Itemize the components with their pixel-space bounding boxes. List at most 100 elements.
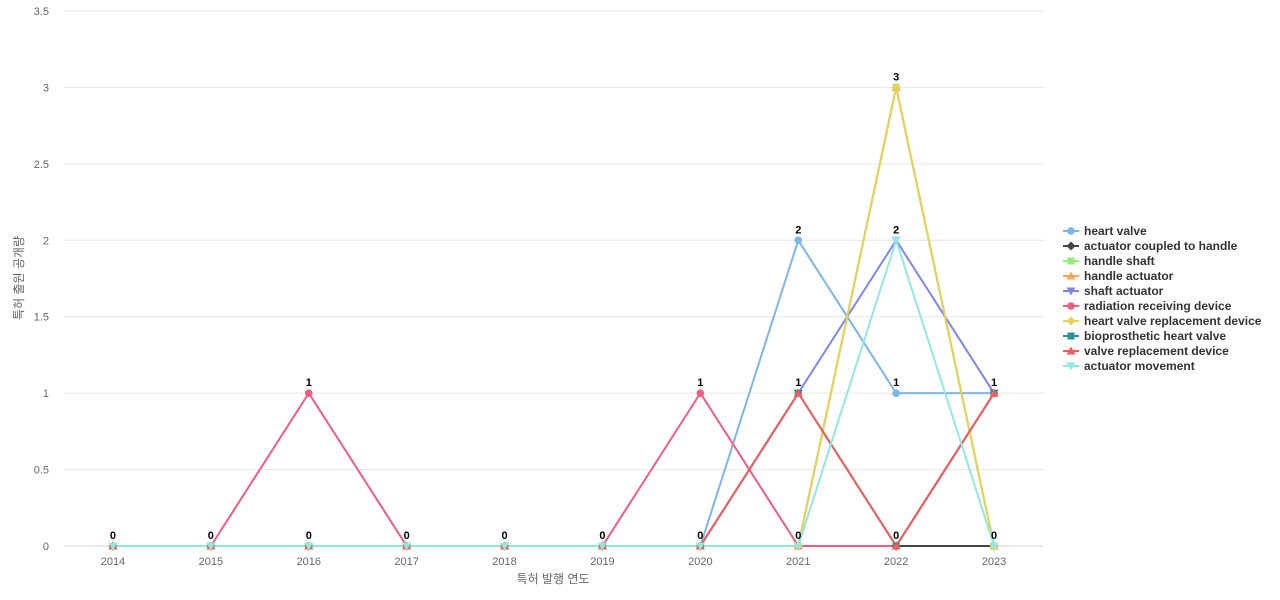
series-9-point[interactable] (304, 542, 314, 551)
series-line-9[interactable] (111, 239, 996, 547)
y-tick-label: 0.5 (34, 465, 49, 477)
series-9-point[interactable] (695, 542, 705, 551)
legend-symbol (1063, 257, 1079, 264)
y-tick-label: 3.5 (34, 6, 49, 18)
data-label: 0 (893, 530, 899, 542)
series-markers (108, 82, 999, 551)
series-6-point[interactable] (891, 82, 901, 92)
legend-label: heart valve (1084, 223, 1147, 238)
y-tick-label: 1.5 (34, 312, 49, 324)
legend: heart valve actuator coupled to handle han… (1062, 223, 1261, 373)
legend-symbol (1063, 332, 1079, 339)
y-tick-label: 2 (43, 235, 49, 247)
legend-item[interactable]: actuator movement (1062, 358, 1261, 373)
legend-item[interactable]: radiation receiving device (1062, 298, 1261, 313)
legend-marker (1067, 257, 1075, 264)
series-9-point[interactable] (597, 542, 607, 551)
data-label: 2 (795, 224, 801, 236)
series-5-point[interactable] (304, 389, 313, 397)
data-label: 0 (697, 530, 703, 542)
legend-item[interactable]: bioprosthetic heart valve (1062, 328, 1261, 343)
legend-item[interactable]: actuator coupled to handle (1062, 238, 1261, 253)
legend-marker (1066, 271, 1076, 279)
legend-marker (1067, 226, 1075, 235)
data-label: 2 (893, 224, 899, 236)
legend-label: actuator coupled to handle (1084, 238, 1238, 253)
legend-marker (1066, 316, 1076, 325)
series-9-point[interactable] (793, 542, 803, 551)
series-8-point[interactable] (989, 388, 999, 397)
data-label: 3 (893, 71, 899, 83)
data-labels: 0 0 1 0 0 0 0 1 0 2 1 0 3 2 1 0 1 0 (110, 71, 997, 542)
x-tick-label: 2016 (297, 556, 321, 568)
y-tick-label: 2.5 (34, 159, 49, 171)
y-tick-label: 1 (43, 388, 49, 400)
legend-item[interactable]: handle actuator (1062, 268, 1261, 283)
data-label: 0 (208, 530, 214, 542)
y-axis-title: 특허 출원 공개량 (12, 236, 26, 320)
x-tick-label: 2018 (492, 556, 516, 568)
data-label: 0 (110, 530, 116, 542)
x-tick-label: 2017 (394, 556, 418, 568)
series-9-point[interactable] (402, 542, 412, 551)
legend-item[interactable]: heart valve replacement device (1062, 313, 1261, 328)
legend-marker (1067, 332, 1075, 339)
gridlines (64, 10, 1043, 547)
data-label: 1 (697, 377, 703, 389)
y-tick-label: 0 (43, 541, 49, 553)
series-8-point[interactable] (891, 541, 901, 550)
series-0-point[interactable] (892, 389, 900, 397)
data-label: 0 (795, 530, 801, 542)
legend-symbol (1063, 301, 1079, 310)
legend-label: bioprosthetic heart valve (1084, 328, 1227, 343)
legend-marker (1066, 346, 1076, 354)
y-axis-ticks: 0 0.5 1 1.5 2 2.5 3 3.5 (34, 6, 49, 553)
series-9-point[interactable] (989, 542, 999, 551)
y-tick-label: 3 (43, 82, 49, 94)
legend-item[interactable]: valve replacement device (1062, 343, 1261, 358)
series-lines (111, 86, 996, 547)
legend-symbol (1063, 287, 1079, 295)
legend-marker (1067, 301, 1075, 310)
series-0-point[interactable] (794, 236, 803, 245)
x-tick-label: 2020 (688, 556, 712, 568)
x-axis-title: 특허 발행 연도 (517, 571, 590, 586)
legend-label: valve replacement device (1084, 343, 1229, 358)
legend-label: radiation receiving device (1084, 298, 1232, 313)
legend-symbol (1063, 241, 1079, 250)
x-tick-label: 2019 (590, 556, 614, 568)
legend-symbol (1063, 316, 1079, 325)
data-label: 0 (501, 530, 507, 542)
legend-label: heart valve replacement device (1084, 313, 1262, 328)
legend-marker (1066, 241, 1076, 250)
legend-symbol (1063, 271, 1079, 279)
data-label: 1 (795, 377, 801, 389)
x-tick-label: 2014 (101, 556, 125, 568)
x-tick-label: 2022 (884, 556, 908, 568)
legend-item[interactable]: handle shaft (1062, 253, 1261, 268)
x-axis-ticks: 2014 2015 2016 2017 2018 2019 2020 2021 2022 2023 (101, 546, 1006, 568)
legend-label: actuator movement (1084, 358, 1195, 373)
legend-marker (1066, 362, 1076, 370)
series-8-point[interactable] (793, 388, 803, 397)
series-9-point[interactable] (891, 236, 901, 245)
series-5-point[interactable] (696, 389, 705, 397)
legend-marker (1066, 287, 1076, 295)
data-label: 0 (991, 530, 997, 542)
x-tick-label: 2023 (982, 556, 1006, 568)
series-9-point[interactable] (206, 542, 216, 551)
data-label: 0 (599, 530, 605, 542)
legend-item[interactable]: heart valve (1062, 223, 1261, 238)
data-label: 1 (306, 377, 312, 389)
legend-symbol (1063, 346, 1079, 354)
x-tick-label: 2015 (199, 556, 223, 568)
series-9-point[interactable] (108, 542, 118, 551)
data-label: 1 (991, 377, 997, 389)
legend-item[interactable]: shaft actuator (1062, 283, 1261, 298)
series-9-point[interactable] (500, 542, 510, 551)
legend-label: handle shaft (1084, 253, 1155, 268)
data-label: 1 (893, 377, 899, 389)
legend-label: handle actuator (1084, 268, 1174, 283)
data-label: 0 (404, 530, 410, 542)
